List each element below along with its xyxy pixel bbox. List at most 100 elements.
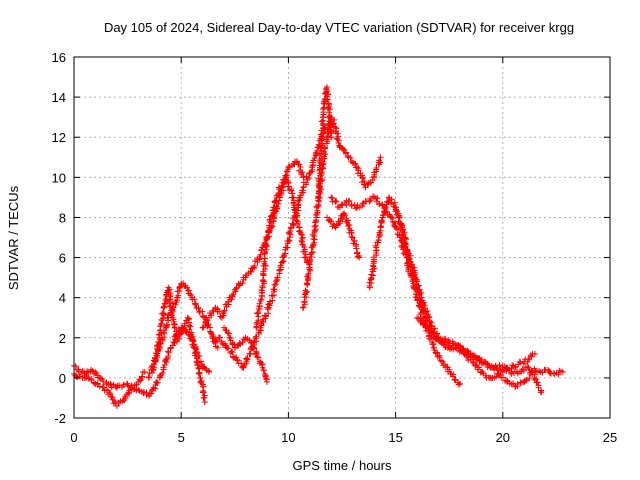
data-point-interp xyxy=(289,220,296,227)
data-point-interp xyxy=(347,154,354,161)
data-point-interp xyxy=(265,301,272,308)
data-point xyxy=(345,198,352,205)
data-point-interp xyxy=(315,182,322,189)
data-point-interp xyxy=(261,258,268,265)
data-point-interp xyxy=(267,213,274,220)
data-point-interp xyxy=(258,361,265,368)
data-point-interp xyxy=(107,391,114,398)
data-point-interp xyxy=(416,286,423,293)
data-point xyxy=(356,254,363,261)
data-point-interp xyxy=(269,223,276,230)
data-point-interp xyxy=(297,192,304,199)
x-tick-label: 10 xyxy=(281,430,295,445)
data-point xyxy=(214,344,221,351)
chart-title: Day 105 of 2024, Sidereal Day-to-day VTE… xyxy=(104,20,574,35)
data-point-interp xyxy=(148,390,155,397)
data-point xyxy=(201,398,208,405)
data-point-interp xyxy=(328,218,335,225)
data-point-interp xyxy=(108,393,115,400)
data-point-interp xyxy=(137,377,144,384)
data-point-interp xyxy=(159,370,166,377)
data-point-interp xyxy=(225,330,232,337)
data-point-interp xyxy=(272,198,279,205)
y-axis-label: SDTVAR / TECUs xyxy=(6,185,21,290)
data-point-interp xyxy=(278,184,285,191)
series-trace-5 xyxy=(199,158,307,331)
data-point-interp xyxy=(346,197,353,204)
data-point xyxy=(349,234,356,241)
data-point-interp xyxy=(197,379,204,386)
data-point-interp xyxy=(279,179,286,186)
data-point-interp xyxy=(340,145,347,152)
data-point-interp xyxy=(78,369,85,376)
data-point-interp xyxy=(317,131,324,138)
data-point-interp xyxy=(406,255,413,262)
y-tick-label: 0 xyxy=(59,371,66,386)
data-point-interp xyxy=(163,321,170,328)
data-point-interp xyxy=(286,230,293,237)
data-point-interp xyxy=(167,310,174,317)
data-point xyxy=(456,380,463,387)
data-point-interp xyxy=(305,270,312,277)
x-tick-label: 15 xyxy=(388,430,402,445)
data-point-interp xyxy=(195,370,202,377)
data-point-interp xyxy=(508,381,515,388)
data-point-interp xyxy=(174,288,181,295)
data-point-interp xyxy=(165,348,172,355)
data-point-interp xyxy=(192,301,199,308)
data-point-interp xyxy=(171,324,178,331)
data-point-interp xyxy=(238,360,245,367)
data-point-interp xyxy=(376,157,383,164)
data-point-interp xyxy=(375,233,382,240)
data-point-interp xyxy=(106,389,113,396)
data-point-interp xyxy=(528,353,535,360)
axis-ticks: 0 5 10 15 20 25 -2 0 2 4 6 8 10 12 14 16 xyxy=(52,50,618,445)
data-point-interp xyxy=(462,348,469,355)
y-tick-label: 2 xyxy=(59,331,66,346)
data-point-interp xyxy=(411,271,418,278)
data-point-interp xyxy=(244,336,251,343)
data-point-interp xyxy=(194,362,201,369)
data-point-interp xyxy=(316,167,323,174)
data-point-interp xyxy=(399,227,406,234)
data-point-interp xyxy=(148,387,155,394)
data-point-interp xyxy=(272,278,279,285)
data-point-interp xyxy=(244,354,251,361)
data-point-interp xyxy=(263,375,270,382)
data-point-interp xyxy=(228,348,235,355)
data-point-interp xyxy=(286,163,293,170)
data-point xyxy=(300,174,307,181)
data-point-interp xyxy=(345,222,352,229)
data-point-interp xyxy=(294,220,301,227)
data-point-interp xyxy=(190,338,197,345)
data-point xyxy=(531,350,538,357)
data-point-interp xyxy=(195,365,202,372)
data-point-interp xyxy=(455,381,462,388)
data-point-interp xyxy=(153,352,160,359)
data-point-interp xyxy=(303,280,310,287)
data-point-interp xyxy=(234,357,241,364)
data-point-interp xyxy=(158,371,165,378)
data-point-interp xyxy=(145,373,152,380)
data-point xyxy=(285,164,292,171)
data-point xyxy=(559,368,566,375)
data-point-interp xyxy=(421,305,428,312)
data-point-interp xyxy=(176,335,183,342)
data-point-interp xyxy=(381,205,388,212)
data-point-interp xyxy=(220,310,227,317)
data-point-interp xyxy=(149,369,156,376)
data-point-interp xyxy=(509,362,516,369)
data-point-interp xyxy=(199,389,206,396)
data-point-interp xyxy=(288,187,295,194)
data-point-interp xyxy=(259,276,266,283)
data-point-interp xyxy=(408,261,415,268)
data-point-interp xyxy=(257,297,264,304)
data-point-interp xyxy=(526,375,533,382)
data-point-interp xyxy=(258,287,265,294)
data-point-interp xyxy=(326,106,333,113)
data-point-interp xyxy=(373,165,380,172)
data-point-interp xyxy=(239,280,246,287)
data-point-interp xyxy=(255,330,262,337)
data-point-interp xyxy=(192,349,199,356)
data-point-interp xyxy=(369,177,376,184)
